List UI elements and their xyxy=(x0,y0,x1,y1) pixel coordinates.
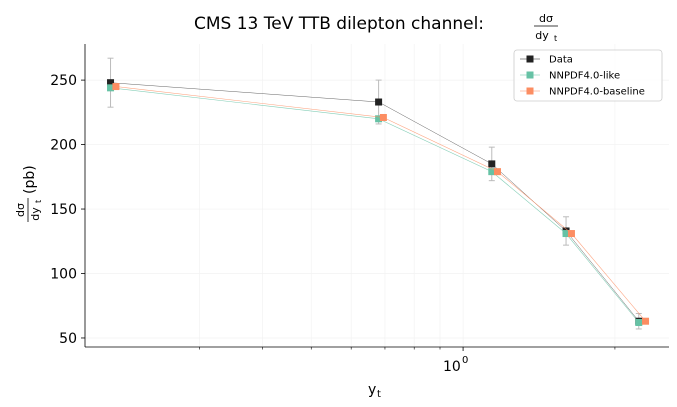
data-point xyxy=(488,160,496,168)
series-line xyxy=(110,87,640,323)
series-nnpdf4-0-baseline xyxy=(112,83,650,325)
ylabel-frac-denominator-sub: t xyxy=(34,200,43,203)
data-point xyxy=(562,230,570,238)
data-point xyxy=(375,115,383,123)
y-axis-label: dσ dy t (pb) xyxy=(14,165,43,222)
legend: Data NNPDF4.0-like NNPDF4.0-baseline xyxy=(513,49,663,102)
ylabel-frac-denominator: dy xyxy=(29,207,42,221)
x-tick-label-base: 10 xyxy=(443,359,461,375)
data-point xyxy=(635,319,643,327)
ylabel-frac-numerator: dσ xyxy=(14,203,27,217)
title-frac-numerator: dσ xyxy=(539,12,553,25)
series-layer xyxy=(107,57,650,330)
x-axis-label: y t xyxy=(368,382,381,400)
x-tick-label-exponent: 0 xyxy=(462,355,468,366)
xlabel-main: y xyxy=(368,382,376,398)
legend-marker xyxy=(526,55,534,63)
data-point xyxy=(567,230,575,238)
legend-entries: Data NNPDF4.0-like NNPDF4.0-baseline xyxy=(520,55,645,98)
y-tick-label: 200 xyxy=(50,138,77,154)
title-frac-denominator-sub: t xyxy=(554,34,557,43)
title-fraction: dσ dy t xyxy=(534,12,558,43)
legend-label: Data xyxy=(549,55,573,66)
xlabel-sub: t xyxy=(377,389,381,400)
data-point xyxy=(379,113,387,121)
data-point xyxy=(375,98,383,106)
y-tick-label: 150 xyxy=(50,202,77,218)
title-frac-denominator: dy xyxy=(535,29,549,42)
y-ticks: 50 100 150 200 250 xyxy=(50,73,85,347)
x-ticks: 10 0 xyxy=(199,347,616,375)
data-point xyxy=(107,79,115,87)
ylabel-unit: (pb) xyxy=(22,165,38,194)
legend-label: NNPDF4.0-like xyxy=(549,71,620,82)
data-point xyxy=(642,317,650,325)
legend-box xyxy=(513,49,663,102)
legend-label: NNPDF4.0-baseline xyxy=(549,87,645,98)
y-tick-label: 50 xyxy=(59,331,77,347)
data-point xyxy=(107,84,115,92)
legend-marker xyxy=(526,87,534,95)
data-point xyxy=(112,83,120,91)
data-point xyxy=(488,168,496,176)
series-nnpdf4-0-like xyxy=(107,84,643,327)
y-tick-label: 250 xyxy=(50,73,77,89)
data-point xyxy=(493,168,501,176)
y-tick-label: 100 xyxy=(50,267,77,283)
chart-title: CMS 13 TeV TTB dilepton channel: xyxy=(194,14,484,34)
legend-marker xyxy=(526,71,534,79)
